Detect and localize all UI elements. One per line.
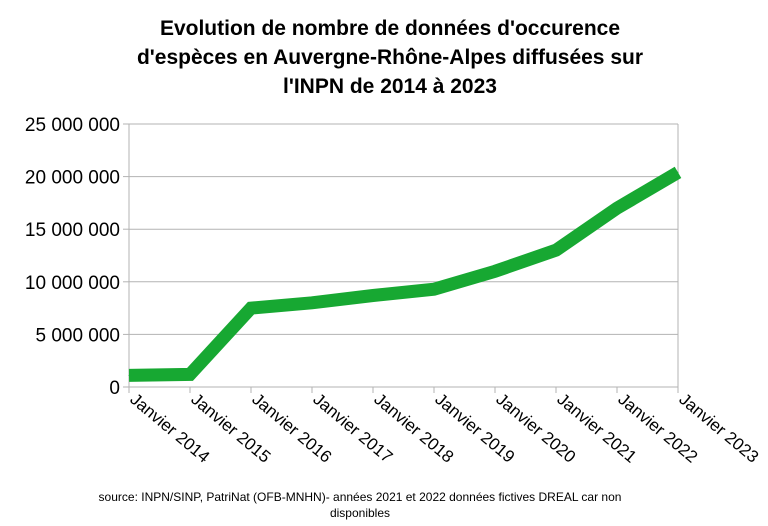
data-point xyxy=(494,270,496,272)
y-tick-label: 15 000 000 xyxy=(25,220,120,241)
source-line-2: disponibles xyxy=(329,506,391,520)
data-point xyxy=(250,307,252,309)
y-tick-label: 10 000 000 xyxy=(25,273,120,294)
chart-title-line-2: d'espèces en Auvergne-Rhône-Alpes diffus… xyxy=(136,46,644,69)
data-point xyxy=(616,207,618,209)
y-tick-label: 5 000 000 xyxy=(35,325,120,346)
chart-title-line-1: Evolution de nombre de données d'occuren… xyxy=(159,17,621,40)
data-point xyxy=(677,171,679,173)
series-line xyxy=(128,166,682,382)
data-point xyxy=(189,373,191,375)
source-note: source: INPN/SINP, PatriNat (OFB-MNHN)- … xyxy=(40,489,680,521)
y-tick-label: 0 xyxy=(109,378,120,399)
source-line-1: source: INPN/SINP, PatriNat (OFB-MNHN)- … xyxy=(98,490,622,504)
data-point xyxy=(433,288,435,290)
data-point xyxy=(555,249,557,251)
data-point xyxy=(128,374,130,376)
chart-title-line-3: l'INPN de 2014 à 2023 xyxy=(283,75,497,98)
data-point xyxy=(311,302,313,304)
y-tick-label: 20 000 000 xyxy=(25,168,120,189)
y-tick-label: 25 000 000 xyxy=(25,115,120,136)
data-point xyxy=(372,294,374,296)
chart-title: Evolution de nombre de données d'occuren… xyxy=(60,14,720,101)
